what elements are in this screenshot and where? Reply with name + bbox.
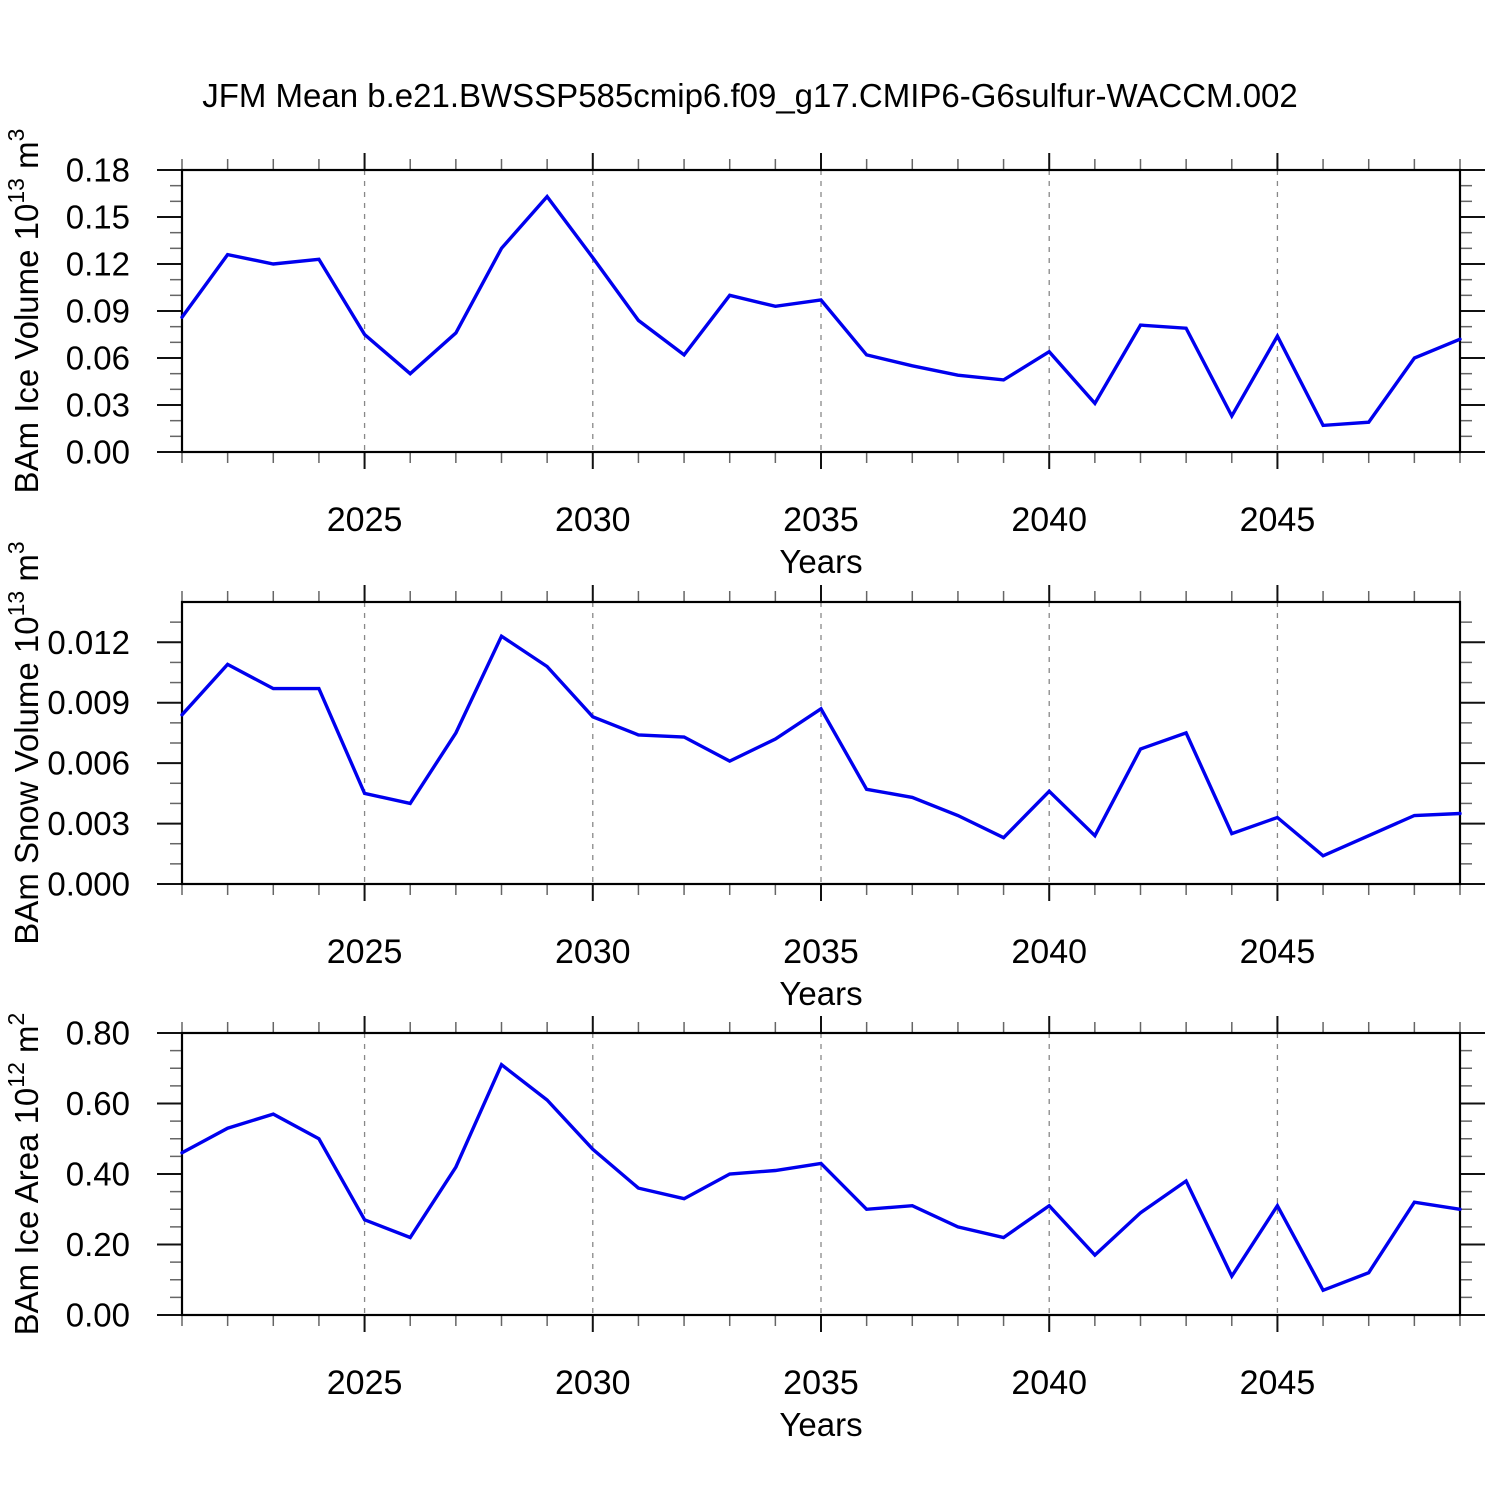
x-tick-label: 2040 [1011,933,1087,971]
panel-ice-volume: 0.00 0.03 0.06 0.09 0.12 0.15 0.18 2025 2030 2035… [3,129,1485,580]
y-axis-title: BAm Ice Volume 1013 m3 [3,129,45,494]
panel-snow-volume: 0.000 0.003 0.006 0.009 0.012 2025 2030 2035 204… [3,541,1485,1012]
series-line [180,633,1462,858]
y-tick-label: 0.000 [47,866,130,903]
y-tick-label: 0.80 [66,1015,130,1052]
y-tick-label: 0.09 [66,293,130,330]
y-tick-label: 0.15 [66,199,130,236]
y-tick-label: 0.18 [66,152,130,189]
panel-ice-area: 0.00 0.20 0.40 0.60 0.80 2025 2030 2035 2040 2045… [3,1013,1485,1443]
y-tick-label: 0.40 [66,1156,130,1193]
y-tick-label: 0.012 [47,624,130,661]
y-tick-label: 0.20 [66,1226,130,1263]
x-axis-title: Years [779,543,862,580]
plot-frame [180,1031,1462,1317]
x-tick-label: 2045 [1240,933,1316,971]
x-tick-label: 2025 [327,501,403,539]
x-axis-title: Years [779,1406,862,1443]
x-tick-label: 2040 [1011,1364,1087,1402]
x-tick-label: 2045 [1240,1364,1316,1402]
y-tick-label: 0.006 [47,745,130,782]
y-tick-label: 0.00 [66,1297,130,1334]
y-axis-title: BAm Snow Volume 1013 m3 [3,541,45,944]
x-tick-label: 2025 [327,1364,403,1402]
y-tick-label: 0.60 [66,1085,130,1122]
y-axis-title: BAm Ice Area 1012 m2 [3,1013,45,1336]
x-tick-label: 2030 [555,501,631,539]
y-tick-label: 0.00 [66,434,130,471]
x-axis-title: Years [779,975,862,1012]
x-tick-label: 2025 [327,933,403,971]
x-tick-label: 2045 [1240,501,1316,539]
y-tick-label: 0.003 [47,805,130,842]
y-tick-label: 0.009 [47,684,130,721]
series-line [180,1062,1462,1293]
x-tick-label: 2030 [555,933,631,971]
x-tick-label: 2035 [783,1364,859,1402]
x-tick-label: 2035 [783,501,859,539]
series-line [180,193,1462,428]
plot-frame [180,600,1462,886]
x-tick-label: 2040 [1011,501,1087,539]
chart-title: JFM Mean b.e21.BWSSP585cmip6.f09_g17.CMI… [202,77,1298,114]
y-tick-label: 0.12 [66,246,130,283]
y-tick-label: 0.06 [66,340,130,377]
x-tick-label: 2035 [783,933,859,971]
plot-frame [180,168,1462,454]
y-tick-label: 0.03 [66,387,130,424]
x-tick-label: 2030 [555,1364,631,1402]
